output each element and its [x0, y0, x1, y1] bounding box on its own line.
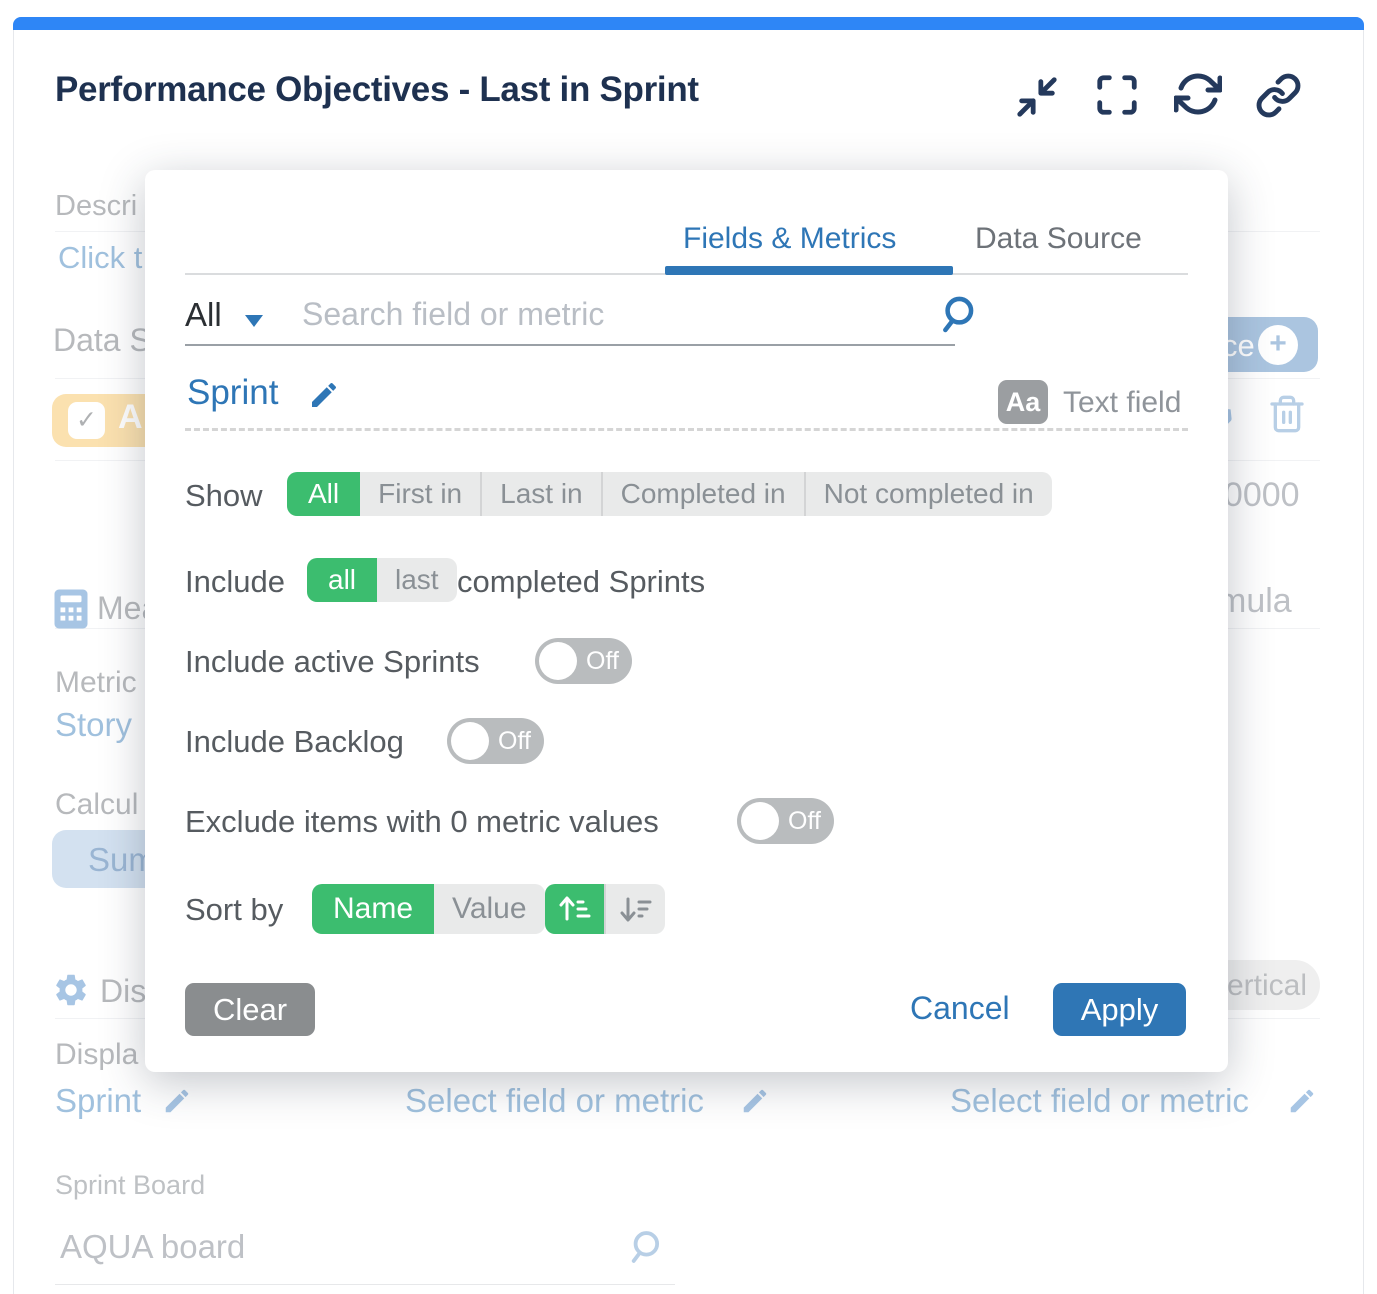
toggle-knob: [539, 642, 577, 680]
tab-data-source[interactable]: Data Source: [975, 222, 1142, 255]
toggle-state-label: Off: [586, 647, 619, 675]
show-label: Show: [185, 478, 263, 513]
sort-by-control: Name Value: [312, 884, 545, 934]
fullscreen-icon[interactable]: [1094, 72, 1140, 118]
show-option-last-in[interactable]: Last in: [480, 472, 601, 516]
active-tab-indicator: [665, 266, 953, 275]
exclude-zero-values-toggle[interactable]: Off: [737, 798, 834, 844]
include-option-all[interactable]: all: [307, 558, 378, 602]
sort-direction-control: [545, 884, 665, 934]
toggle-knob: [451, 722, 489, 760]
include-active-sprints-label: Include active Sprints: [185, 644, 480, 679]
search-scope-dropdown[interactable]: All: [185, 296, 222, 333]
include-active-sprints-toggle[interactable]: Off: [535, 638, 632, 684]
search-icon[interactable]: [940, 294, 980, 339]
link-icon[interactable]: [1255, 72, 1302, 119]
include-option-last[interactable]: last: [377, 558, 457, 602]
cancel-button[interactable]: Cancel: [910, 990, 1010, 1026]
field-type-badge: Aa: [998, 380, 1048, 424]
include-backlog-toggle[interactable]: Off: [447, 718, 544, 764]
exclude-zero-values-label: Exclude items with 0 metric values: [185, 804, 659, 839]
widget-top-accent-bar: [13, 17, 1364, 30]
field-name: Sprint: [187, 373, 279, 412]
show-option-not-completed-in[interactable]: Not completed in: [803, 472, 1052, 516]
show-option-completed-in[interactable]: Completed in: [600, 472, 804, 516]
page-title: Performance Objectives - Last in Sprint: [55, 70, 699, 109]
show-option-first-in[interactable]: First in: [360, 472, 481, 516]
sort-option-value[interactable]: Value: [434, 884, 545, 934]
include-label: Include: [185, 564, 285, 599]
include-suffix-label: completed Sprints: [457, 564, 706, 599]
dashed-divider: [185, 428, 1188, 431]
toggle-state-label: Off: [788, 807, 821, 835]
sort-ascending-icon[interactable]: [545, 884, 604, 934]
tab-fields-metrics[interactable]: Fields & Metrics: [683, 222, 897, 255]
toggle-knob: [741, 802, 779, 840]
show-option-all[interactable]: All: [287, 472, 361, 516]
show-segmented-control: All First in Last in Completed in Not co…: [287, 472, 1052, 516]
sort-descending-icon[interactable]: [604, 884, 665, 934]
edit-pencil-icon[interactable]: [308, 379, 340, 416]
apply-button[interactable]: Apply: [1053, 983, 1186, 1036]
include-completed-control: all last: [307, 558, 457, 602]
refresh-icon[interactable]: [1174, 70, 1222, 118]
input-underline: [185, 344, 955, 346]
toggle-state-label: Off: [498, 727, 531, 755]
search-input[interactable]: [300, 290, 924, 338]
clear-button[interactable]: Clear: [185, 983, 315, 1036]
field-settings-modal: Fields & Metrics Data Source All Sprint …: [145, 170, 1228, 1072]
field-type-label: Text field: [1063, 386, 1182, 419]
collapse-icon[interactable]: [1014, 74, 1060, 120]
sort-by-label: Sort by: [185, 892, 284, 927]
include-backlog-label: Include Backlog: [185, 724, 404, 759]
sort-option-name[interactable]: Name: [312, 884, 435, 934]
chevron-down-icon[interactable]: [245, 315, 263, 327]
